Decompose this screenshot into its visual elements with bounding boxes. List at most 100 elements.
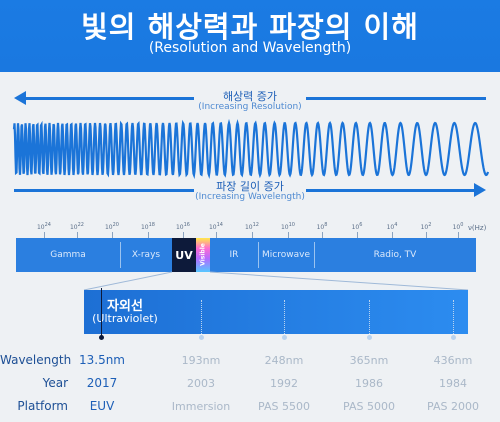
wavelength-label-ko: 파장 길이 증가 (216, 180, 284, 193)
frequency-tick (288, 232, 289, 238)
zoom-guide-right (209, 271, 469, 291)
frequency-tick-label: 1014 (201, 222, 231, 231)
tick-base: 10 (386, 224, 395, 231)
uv-zoom-label-ko: 자외선 (107, 299, 143, 314)
tick-exponent: 16 (183, 222, 190, 228)
marker-line-436 (453, 300, 455, 336)
wavelength-arrow-head (474, 183, 486, 197)
frequency-tick-label: 108 (307, 222, 337, 231)
segment-gamma: Gamma (50, 250, 86, 260)
tick-exponent: 6 (359, 222, 363, 228)
tick-exponent: 12 (252, 222, 259, 228)
segment-microwave: Microwave (262, 250, 310, 260)
cell-platform-euv: EUV (89, 399, 115, 413)
wave-graphic (12, 118, 490, 180)
cell-platform-436: PAS 2000 (427, 400, 479, 413)
frequency-tick-label: 1022 (62, 222, 92, 231)
page-title: 빛의 해상력과 파장의 이해 (81, 10, 419, 44)
segment-xrays: X-rays (131, 250, 161, 260)
marker-line-193 (201, 300, 203, 336)
cell-year-euv: 2017 (86, 376, 118, 390)
resolution-arrow-head (14, 91, 26, 105)
segment-visible-strip: Visible (196, 238, 210, 272)
frequency-tick (44, 232, 45, 238)
frequency-tick-label: 1024 (29, 222, 59, 231)
frequency-tick-label: 1012 (237, 222, 267, 231)
frequency-tick (252, 232, 253, 238)
tick-exponent: 22 (77, 222, 84, 228)
frequency-tick (148, 232, 149, 238)
header-banner: 빛의 해상력과 파장의 이해 (Resolution and Wavelengt… (0, 0, 500, 72)
wavelength-label-en: (Increasing Wavelength) (195, 192, 305, 202)
wavelength-arrow-line-right (306, 189, 474, 192)
cell-wavelength-365: 365nm (349, 354, 389, 367)
tick-base: 10 (175, 224, 184, 231)
page-subtitle: (Resolution and Wavelength) (148, 40, 352, 56)
frequency-tick-label: 1016 (168, 222, 198, 231)
wave-path (12, 118, 490, 180)
frequency-tick-label: 106 (342, 222, 372, 231)
resolution-label-en: (Increasing Resolution) (198, 102, 302, 112)
tick-base: 10 (36, 224, 45, 231)
cell-year-436: 1984 (439, 377, 467, 390)
uv-zoom-box (84, 290, 468, 334)
resolution-label-ko: 해상력 증가 (222, 90, 278, 103)
tick-exponent: 10 (288, 222, 295, 228)
tick-base: 10 (351, 224, 360, 231)
cell-platform-193: Immersion (171, 400, 231, 413)
cell-platform-365: PAS 5000 (343, 400, 395, 413)
tick-exponent: 0 (460, 222, 464, 228)
marker-dot-436 (451, 335, 456, 340)
segment-divider (120, 242, 121, 268)
frequency-tick-label: 1018 (133, 222, 163, 231)
frequency-tick (322, 232, 323, 238)
row-label-year: Year (42, 376, 68, 390)
marker-dot-193 (199, 335, 204, 340)
cell-wavelength-193: 193nm (181, 354, 221, 367)
segment-uv: UV (172, 238, 196, 272)
segment-ir: IR (229, 250, 239, 260)
tick-exponent: 4 (394, 222, 398, 228)
tick-base: 10 (208, 224, 217, 231)
wavelength-arrow-line-left (14, 189, 194, 192)
resolution-arrow-line-right (306, 97, 486, 100)
cell-wavelength-436: 436nm (433, 354, 473, 367)
frequency-tick (458, 232, 459, 238)
resolution-arrow-line-left (24, 97, 194, 100)
frequency-tick (77, 232, 78, 238)
segment-divider (258, 242, 259, 268)
tick-exponent: 18 (148, 222, 155, 228)
tick-base: 10 (69, 224, 78, 231)
frequency-tick-label: 102 (411, 222, 441, 231)
marker-line-248 (284, 300, 286, 336)
uv-zoom-label-en: (Ultraviolet) (92, 312, 158, 325)
tick-base: 10 (420, 224, 429, 231)
tick-exponent: 2 (428, 222, 432, 228)
frequency-tick (357, 232, 358, 238)
frequency-tick (183, 232, 184, 238)
cell-year-365: 1986 (355, 377, 383, 390)
marker-dot-248 (282, 335, 287, 340)
cell-wavelength-euv: 13.5nm (78, 353, 125, 367)
cell-year-193: 2003 (187, 377, 215, 390)
frequency-tick-label: 1010 (273, 222, 303, 231)
tick-exponent: 8 (324, 222, 328, 228)
frequency-tick (392, 232, 393, 238)
frequency-unit: ν(Hz) (468, 224, 487, 232)
segment-divider (314, 242, 315, 268)
marker-dot-365 (367, 335, 372, 340)
tick-base: 10 (104, 224, 113, 231)
cell-platform-248: PAS 5500 (258, 400, 310, 413)
row-label-wavelength: Wavelength (0, 353, 72, 367)
cell-wavelength-248: 248nm (264, 354, 304, 367)
tick-base: 10 (316, 224, 325, 231)
tick-base: 10 (244, 224, 253, 231)
tick-base: 10 (280, 224, 289, 231)
zoom-guide-left (83, 271, 173, 291)
frequency-tick-label: 100 (443, 222, 473, 231)
frequency-tick (426, 232, 427, 238)
marker-dot-euv (99, 335, 104, 340)
spectrum-bar: Gamma X-rays IR Microwave Radio, TV (16, 238, 476, 272)
cell-year-248: 1992 (270, 377, 298, 390)
